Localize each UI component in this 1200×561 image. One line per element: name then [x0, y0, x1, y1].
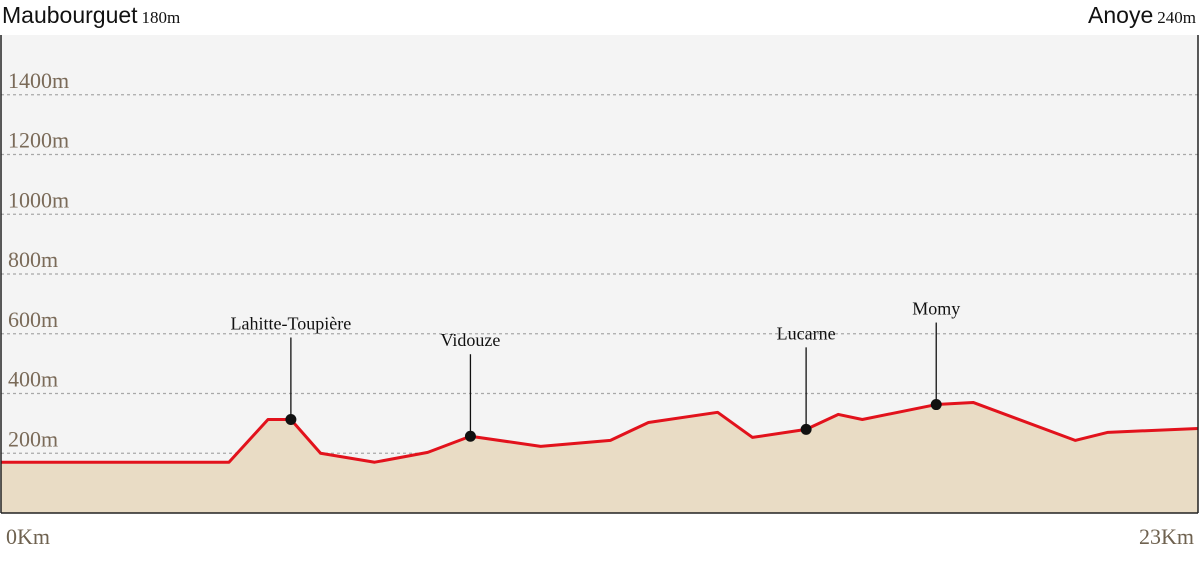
y-tick-label: 400m — [8, 367, 58, 392]
waypoint-label: Vidouze — [440, 330, 500, 350]
y-tick-label: 800m — [8, 247, 58, 272]
y-tick-label: 200m — [8, 426, 58, 451]
waypoint-marker — [800, 423, 812, 435]
y-tick-label: 1000m — [8, 187, 69, 212]
start-name: Maubourguet — [2, 2, 138, 28]
x-tick-label: 23Km — [1139, 524, 1194, 549]
end-name: Anoye — [1088, 2, 1154, 28]
end-header: Anoye 240m — [1088, 2, 1196, 29]
waypoint-label: Momy — [912, 299, 960, 319]
start-header: Maubourguet 180m — [2, 2, 180, 29]
waypoint-marker — [930, 399, 942, 411]
x-tick-label: 0Km — [6, 524, 50, 549]
y-tick-label: 1400m — [8, 68, 69, 93]
waypoint-marker — [464, 430, 476, 442]
waypoint-marker — [285, 413, 297, 425]
waypoint-label: Lucarne — [777, 323, 836, 343]
y-tick-label: 600m — [8, 307, 58, 332]
elevation-line — [1, 400, 1199, 464]
end-elevation: 240m — [1157, 8, 1196, 27]
elevation-area — [1, 402, 1198, 513]
start-elevation: 180m — [141, 8, 181, 27]
y-tick-label: 1200m — [8, 128, 69, 153]
waypoint-label: Lahitte-Toupière — [231, 313, 352, 333]
